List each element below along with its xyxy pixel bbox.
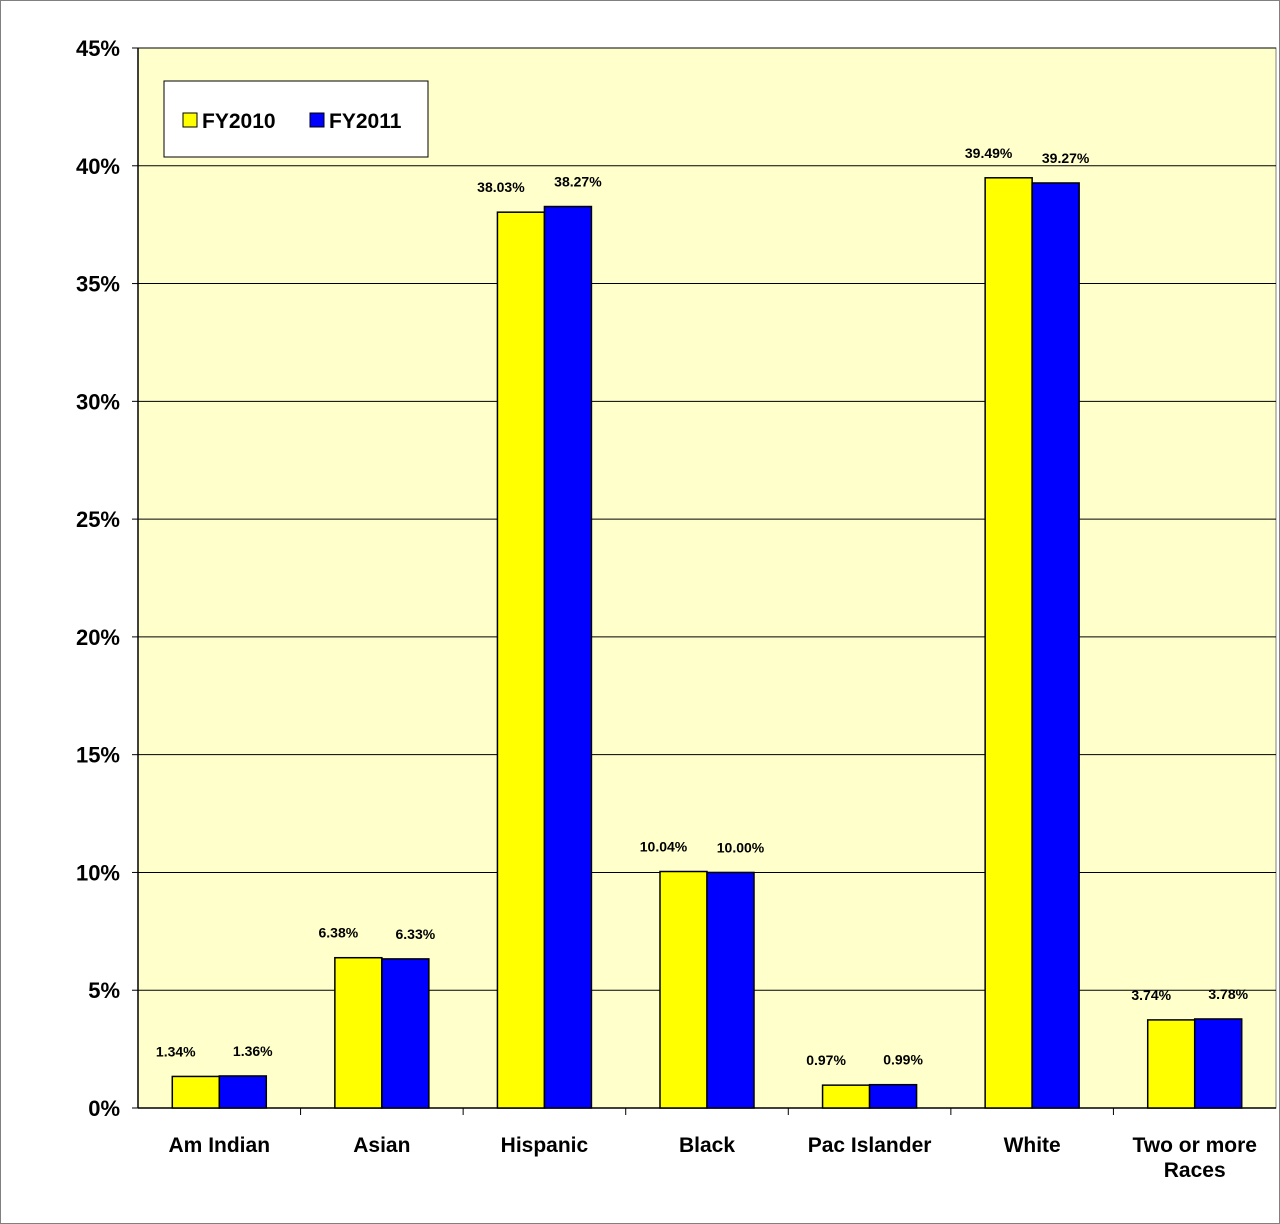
y-tick-label: 30%	[76, 389, 120, 414]
bar-fy2011	[543, 205, 593, 1109]
data-label: 10.00%	[717, 839, 765, 855]
data-label: 1.34%	[156, 1043, 196, 1059]
y-tick-label: 15%	[76, 743, 120, 768]
y-tick-label: 25%	[76, 507, 120, 532]
data-label: 39.27%	[1042, 150, 1090, 166]
x-tick-label: Two or more	[1132, 1134, 1256, 1157]
data-label: 3.78%	[1208, 986, 1248, 1002]
x-tick-label: Pac Islander	[808, 1134, 932, 1157]
data-label: 1.36%	[233, 1043, 273, 1059]
bar-fy2011	[381, 958, 430, 1109]
x-tick-label: White	[1004, 1134, 1061, 1157]
x-tick-label: Hispanic	[501, 1134, 589, 1157]
y-tick-label: 35%	[76, 272, 120, 297]
data-label: 0.99%	[883, 1052, 923, 1068]
legend-swatch-fy2011	[309, 112, 325, 128]
bar-fy2010	[821, 1084, 871, 1109]
bar-fy2010	[334, 956, 383, 1109]
y-tick-label: 45%	[76, 36, 120, 61]
legend	[163, 80, 429, 158]
legend-label: FY2011	[329, 110, 402, 133]
y-tick-label: 20%	[76, 625, 120, 650]
bar-fy2010	[496, 211, 546, 1109]
bar-fy2010	[984, 177, 1033, 1109]
data-label: 3.74%	[1131, 987, 1171, 1003]
bar-fy2011	[706, 871, 755, 1109]
data-label: 38.27%	[554, 174, 602, 190]
data-label: 10.04%	[640, 839, 688, 855]
data-label: 6.33%	[396, 926, 436, 942]
bar-fy2010	[1146, 1019, 1196, 1109]
x-tick-label: Black	[679, 1134, 735, 1157]
x-tick-label: Am Indian	[169, 1134, 271, 1157]
bar-fy2011	[1031, 182, 1080, 1109]
data-label: 39.49%	[965, 145, 1013, 161]
bar-fy2011	[868, 1083, 918, 1109]
data-label: 38.03%	[477, 179, 525, 195]
y-tick-label: 0%	[88, 1096, 120, 1121]
y-tick-label: 5%	[88, 978, 120, 1003]
legend-swatch-fy2010	[182, 112, 198, 128]
x-tick-label: Races	[1164, 1159, 1226, 1182]
bar-fy2011	[1193, 1018, 1243, 1109]
bar-fy2011	[218, 1075, 268, 1109]
y-tick-label: 10%	[76, 860, 120, 885]
bar-fy2010	[659, 870, 708, 1109]
bar-fy2010	[171, 1075, 221, 1109]
data-label: 0.97%	[806, 1052, 846, 1068]
x-tick-label: Asian	[353, 1134, 410, 1157]
y-tick-label: 40%	[76, 154, 120, 179]
data-label: 6.38%	[319, 925, 359, 941]
legend-label: FY2010	[202, 110, 276, 133]
